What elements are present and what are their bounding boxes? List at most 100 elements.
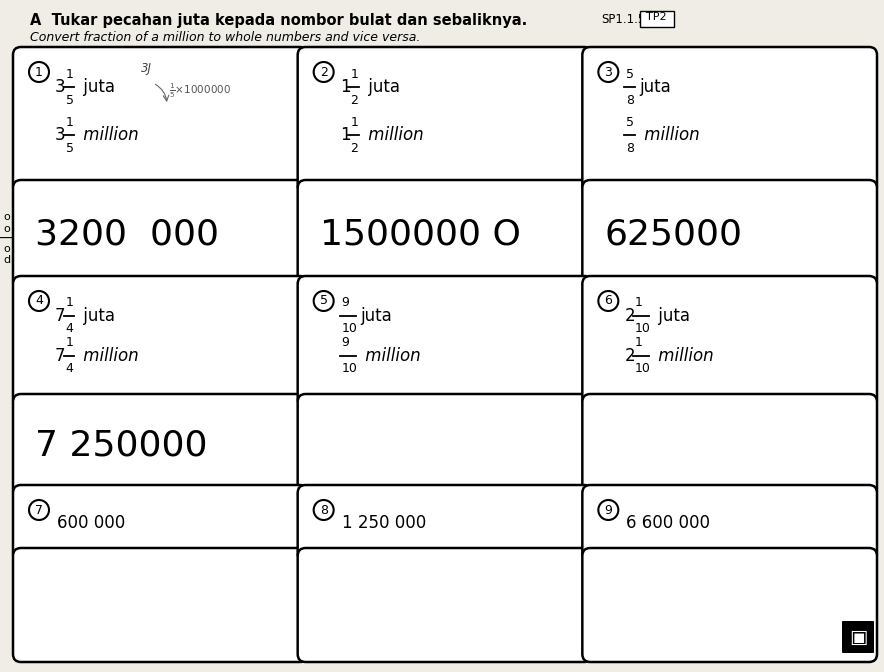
- Text: 1: 1: [339, 126, 350, 144]
- Text: 1: 1: [339, 78, 350, 96]
- Text: 9: 9: [342, 337, 349, 349]
- Text: 10: 10: [635, 323, 651, 335]
- Circle shape: [29, 62, 49, 82]
- FancyBboxPatch shape: [583, 276, 877, 407]
- Text: 7 250000: 7 250000: [35, 429, 208, 463]
- Text: 10: 10: [342, 362, 357, 376]
- FancyBboxPatch shape: [13, 394, 308, 498]
- FancyBboxPatch shape: [583, 485, 877, 561]
- FancyBboxPatch shape: [583, 394, 877, 498]
- Text: 5: 5: [627, 67, 635, 81]
- Text: ▣: ▣: [849, 628, 867, 646]
- FancyBboxPatch shape: [583, 548, 877, 662]
- Text: 2: 2: [320, 65, 328, 79]
- Text: 7: 7: [35, 503, 43, 517]
- Text: 5: 5: [320, 294, 328, 308]
- Text: 8: 8: [320, 503, 328, 517]
- Text: juta: juta: [78, 307, 115, 325]
- Text: 8: 8: [627, 93, 635, 106]
- Text: 2: 2: [624, 347, 635, 365]
- Text: 1: 1: [635, 296, 643, 310]
- Text: juta: juta: [360, 307, 392, 325]
- FancyBboxPatch shape: [583, 47, 877, 193]
- Text: 1: 1: [65, 337, 73, 349]
- Text: 3: 3: [55, 126, 65, 144]
- Text: 5: 5: [65, 142, 73, 155]
- Text: juta: juta: [653, 307, 690, 325]
- Text: o: o: [4, 212, 11, 222]
- Text: 10: 10: [635, 362, 651, 376]
- Text: million: million: [78, 126, 139, 144]
- Circle shape: [598, 291, 618, 311]
- Text: Convert fraction of a million to whole numbers and vice versa.: Convert fraction of a million to whole n…: [30, 31, 421, 44]
- FancyBboxPatch shape: [298, 180, 592, 289]
- Text: SP1.1.5: SP1.1.5: [601, 13, 645, 26]
- FancyBboxPatch shape: [13, 485, 308, 561]
- FancyBboxPatch shape: [842, 621, 874, 653]
- Circle shape: [29, 500, 49, 520]
- Text: 9: 9: [342, 296, 349, 310]
- FancyBboxPatch shape: [298, 47, 592, 193]
- Text: 1: 1: [350, 67, 358, 81]
- Text: 1500000 O: 1500000 O: [320, 218, 521, 251]
- Text: 4: 4: [35, 294, 43, 308]
- Text: juta: juta: [78, 78, 115, 96]
- Text: $\frac{1}{5}$×1000000: $\frac{1}{5}$×1000000: [169, 82, 231, 100]
- Circle shape: [314, 500, 333, 520]
- Text: 1: 1: [35, 65, 43, 79]
- Text: 7: 7: [55, 307, 65, 325]
- Text: 2: 2: [350, 142, 358, 155]
- Text: million: million: [639, 126, 699, 144]
- Text: 1: 1: [65, 296, 73, 310]
- Text: 3200  000: 3200 000: [35, 218, 219, 251]
- Text: 1: 1: [65, 67, 73, 81]
- Text: —: —: [0, 232, 11, 246]
- Circle shape: [598, 500, 618, 520]
- Text: million: million: [653, 347, 713, 365]
- FancyBboxPatch shape: [298, 485, 592, 561]
- Text: 600 000: 600 000: [57, 514, 126, 532]
- Text: o: o: [4, 224, 11, 234]
- FancyBboxPatch shape: [13, 548, 308, 662]
- Text: 10: 10: [342, 323, 357, 335]
- Text: o: o: [4, 244, 11, 254]
- Text: juta: juta: [639, 78, 671, 96]
- Text: 1: 1: [65, 116, 73, 128]
- Text: 3: 3: [55, 78, 65, 96]
- Text: 1: 1: [350, 116, 358, 128]
- Text: d: d: [4, 255, 11, 265]
- Text: million: million: [360, 347, 421, 365]
- Text: 8: 8: [627, 142, 635, 155]
- Text: 2: 2: [624, 307, 635, 325]
- Text: 3J: 3J: [141, 62, 152, 75]
- Text: 1 250 000: 1 250 000: [342, 514, 426, 532]
- Circle shape: [29, 291, 49, 311]
- FancyBboxPatch shape: [13, 180, 308, 289]
- Text: 1: 1: [635, 337, 643, 349]
- FancyBboxPatch shape: [639, 11, 674, 26]
- Text: million: million: [78, 347, 139, 365]
- Circle shape: [314, 291, 333, 311]
- Circle shape: [598, 62, 618, 82]
- Text: 2: 2: [350, 93, 358, 106]
- Text: 7: 7: [55, 347, 65, 365]
- Text: 5: 5: [65, 93, 73, 106]
- Text: A  Tukar pecahan juta kepada nombor bulat dan sebaliknya.: A Tukar pecahan juta kepada nombor bulat…: [30, 13, 527, 28]
- FancyBboxPatch shape: [298, 548, 592, 662]
- Text: 9: 9: [605, 503, 613, 517]
- Text: 4: 4: [65, 362, 73, 376]
- FancyBboxPatch shape: [298, 394, 592, 498]
- Circle shape: [314, 62, 333, 82]
- Text: million: million: [362, 126, 423, 144]
- FancyBboxPatch shape: [583, 180, 877, 289]
- FancyBboxPatch shape: [13, 47, 308, 193]
- Text: juta: juta: [362, 78, 400, 96]
- Text: 6: 6: [605, 294, 613, 308]
- Text: 5: 5: [627, 116, 635, 128]
- Text: TP2: TP2: [645, 12, 667, 22]
- FancyBboxPatch shape: [13, 276, 308, 407]
- Text: 4: 4: [65, 323, 73, 335]
- Text: 625000: 625000: [605, 218, 743, 251]
- FancyBboxPatch shape: [298, 276, 592, 407]
- Text: 3: 3: [605, 65, 613, 79]
